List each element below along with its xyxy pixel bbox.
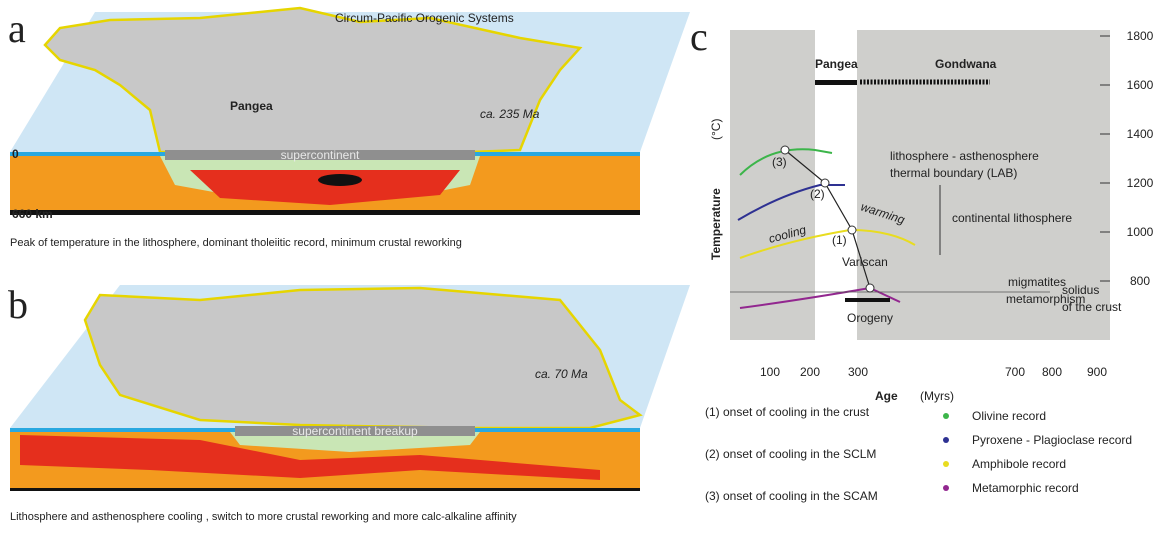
pangea-bar: [815, 80, 857, 85]
annotation: (1): [832, 233, 847, 247]
depth-label: 0: [12, 147, 19, 161]
x-tick-label: 700: [1005, 365, 1025, 379]
base-b: [10, 488, 640, 491]
x-tick-label: 900: [1087, 365, 1107, 379]
legend-label: Metamorphic record: [972, 481, 1079, 495]
panel-label: a: [8, 6, 26, 51]
y-tick-label: 1400: [1127, 127, 1154, 141]
bar-label: supercontinent: [281, 148, 360, 162]
onset-marker: [866, 284, 874, 292]
ocean-label: Circum-Pacific Orogenic Systems: [335, 11, 514, 25]
y-tick-label: 1200: [1127, 176, 1154, 190]
legend-swatch: [943, 413, 949, 419]
x-tick-label: 300: [848, 365, 868, 379]
legend-swatch: [943, 461, 949, 467]
legend-label: Olivine record: [972, 409, 1046, 423]
bar-label: supercontinent breakup: [292, 424, 418, 438]
continent-label: Pangea: [230, 99, 273, 113]
annotation: (3): [772, 155, 787, 169]
annotation: solidus: [1062, 283, 1099, 297]
era-label: Gondwana: [935, 57, 997, 71]
annotation: Variscan: [842, 255, 888, 269]
figure: a Circum-Pacific Orogenic Systems Pangea…: [0, 0, 1164, 530]
annotation: Orogeny: [847, 311, 893, 325]
annotation: continental lithosphere: [952, 211, 1072, 225]
legend-label: Pyroxene - Plagioclase record: [972, 433, 1132, 447]
caption: Peak of temperature in the lithosphere, …: [10, 237, 462, 249]
note: (3) onset of cooling in the SCAM: [705, 489, 878, 503]
continent-b: [85, 288, 640, 428]
age-label: ca. 235 Ma: [480, 107, 540, 121]
page: {"panel_a": {"label": "a", "ocean_label"…: [0, 0, 1164, 530]
age-label: ca. 70 Ma: [535, 367, 588, 381]
caption: Lithosphere and asthenosphere cooling , …: [10, 511, 517, 523]
annotation: thermal boundary (LAB): [890, 166, 1017, 180]
y-tick-label: 800: [1130, 274, 1150, 288]
onset-marker: [781, 146, 789, 154]
core-a: [318, 174, 362, 186]
y-tick-label: 1600: [1127, 78, 1154, 92]
y-tick-label: 1000: [1127, 225, 1154, 239]
depth-label: 660 km: [12, 207, 53, 221]
x-tick-label: 200: [800, 365, 820, 379]
x-tick-label: 100: [760, 365, 780, 379]
y-tick-label: 1800: [1127, 29, 1154, 43]
y-axis-title: Temperature: [709, 188, 723, 260]
legend-swatch: [943, 485, 949, 491]
onset-marker: [821, 179, 829, 187]
x-axis-unit: (Myrs): [920, 389, 954, 403]
note: (2) onset of cooling in the SCLM: [705, 447, 876, 461]
era-label: Pangea: [815, 57, 858, 71]
annotation: of the crust: [1062, 300, 1122, 314]
x-tick-label: 800: [1042, 365, 1062, 379]
base-a: [10, 210, 640, 215]
y-axis-unit: (°C): [709, 119, 723, 140]
annotation: (2): [810, 187, 825, 201]
variscan-bar: [845, 298, 890, 302]
onset-marker: [848, 226, 856, 234]
annotation: lithosphere - asthenosphere: [890, 149, 1039, 163]
annotation: migmatites: [1008, 275, 1066, 289]
note: (1) onset of cooling in the crust: [705, 405, 870, 419]
legend-swatch: [943, 437, 949, 443]
x-axis-title: Age: [875, 389, 898, 403]
panel-label: b: [8, 282, 28, 327]
panel-label: c: [690, 14, 708, 59]
notes: (1) onset of cooling in the crust (2) ons…: [705, 405, 1132, 503]
legend-label: Amphibole record: [972, 457, 1066, 471]
